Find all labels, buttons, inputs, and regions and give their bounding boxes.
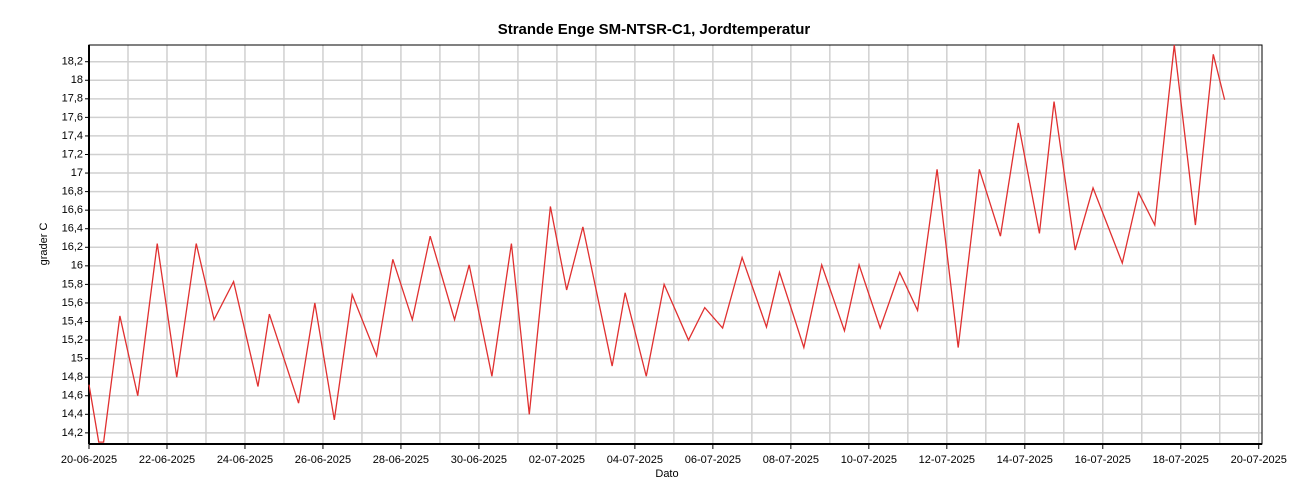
y-tick-label: 14,8 — [62, 371, 83, 383]
x-axis-label: Dato — [655, 468, 678, 480]
x-tick-label: 12-07-2025 — [919, 454, 975, 466]
y-axis-label: grader C — [38, 223, 50, 266]
x-tick-label: 20-07-2025 — [1231, 454, 1287, 466]
x-tick-label: 08-07-2025 — [763, 454, 819, 466]
x-tick-label: 30-06-2025 — [451, 454, 507, 466]
y-tick-label: 16,4 — [62, 223, 83, 235]
y-tick-label: 15,2 — [62, 334, 83, 346]
y-tick-label: 17,6 — [62, 111, 83, 123]
x-tick-label: 14-07-2025 — [997, 454, 1053, 466]
x-tick-label: 26-06-2025 — [295, 454, 351, 466]
y-tick-label: 18,2 — [62, 56, 83, 68]
y-tick-label: 16,6 — [62, 204, 83, 216]
y-tick-label: 14,2 — [62, 427, 83, 439]
y-tick-label: 17,8 — [62, 93, 83, 105]
y-tick-label: 15,6 — [62, 297, 83, 309]
y-tick-label: 14,4 — [62, 408, 83, 420]
plot-frame — [88, 44, 1263, 445]
x-tick-label: 10-07-2025 — [841, 454, 897, 466]
y-tick-label: 16 — [71, 260, 83, 272]
y-tick-label: 17,4 — [62, 130, 83, 142]
x-tick-label: 02-07-2025 — [529, 454, 585, 466]
y-tick-label: 17,2 — [62, 148, 83, 160]
y-tick-label: 14,6 — [62, 390, 83, 402]
x-tick-label: 04-07-2025 — [607, 454, 663, 466]
y-tick-label: 15,8 — [62, 278, 83, 290]
y-tick-label: 16,2 — [62, 241, 83, 253]
data-line — [88, 44, 1226, 443]
chart-title: Strande Enge SM-NTSR-C1, Jordtemperatur — [498, 21, 811, 38]
y-tick-label: 18 — [71, 74, 83, 86]
y-tick-label: 16,8 — [62, 186, 83, 198]
y-tick-label: 15 — [71, 353, 83, 365]
x-tick-label: 24-06-2025 — [217, 454, 273, 466]
x-tick-label: 22-06-2025 — [139, 454, 195, 466]
x-tick-label: 06-07-2025 — [685, 454, 741, 466]
x-tick-label: 18-07-2025 — [1153, 454, 1209, 466]
x-tick-label: 20-06-2025 — [61, 454, 117, 466]
x-tick-label: 16-07-2025 — [1075, 454, 1131, 466]
x-tick-label: 28-06-2025 — [373, 454, 429, 466]
y-tick-label: 15,4 — [62, 315, 83, 327]
y-tick-label: 17 — [71, 167, 83, 179]
